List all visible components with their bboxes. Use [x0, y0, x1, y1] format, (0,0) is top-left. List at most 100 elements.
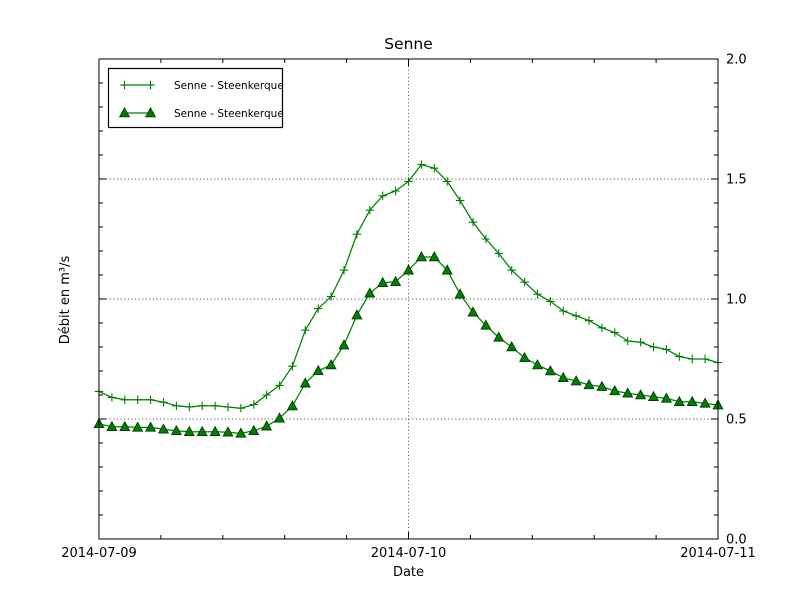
legend-label: Senne - Steenkerque	[174, 108, 284, 120]
triangle-marker	[145, 421, 157, 432]
plus-marker	[481, 234, 491, 244]
x-tick-label: 2014-07-11	[680, 546, 756, 561]
triangle-marker	[583, 378, 595, 390]
plus-marker	[443, 177, 452, 186]
plus-marker	[571, 311, 581, 320]
plus-marker	[223, 402, 233, 412]
triangle-marker	[261, 420, 273, 431]
plus-marker	[172, 401, 181, 410]
triangle-marker	[157, 423, 170, 434]
triangle-marker	[519, 351, 531, 363]
plus-marker	[339, 266, 349, 275]
triangle-marker	[699, 397, 711, 408]
triangle-marker	[119, 420, 131, 431]
triangle-marker	[273, 412, 286, 423]
triangle-marker	[454, 288, 466, 299]
triangle-marker	[415, 251, 427, 262]
triangle-marker	[467, 306, 479, 317]
triangle-marker	[106, 420, 118, 431]
triangle-marker	[596, 380, 608, 391]
plus-marker	[533, 290, 542, 299]
plus-marker	[675, 352, 684, 361]
plus-marker	[275, 381, 284, 390]
plus-marker	[378, 191, 387, 200]
plus-marker	[210, 401, 220, 410]
legend-label: Senne - Steenkerque	[174, 80, 284, 92]
x-tick-label: 2014-07-09	[61, 546, 137, 561]
triangle-marker	[480, 319, 492, 330]
triangle-marker	[441, 264, 453, 275]
plus-marker	[430, 164, 439, 173]
plus-marker	[391, 186, 400, 196]
plus-marker	[404, 177, 413, 186]
x-axis-label: Date	[393, 565, 424, 580]
plus-marker	[507, 266, 516, 275]
x-tick-label: 2014-07-10	[371, 546, 447, 561]
triangle-marker	[170, 424, 182, 436]
triangle-marker	[686, 395, 698, 406]
plus-marker	[468, 218, 478, 227]
plus-marker	[662, 345, 671, 354]
plus-marker	[636, 338, 645, 347]
plus-marker	[559, 306, 568, 316]
y-tick-label: 1.5	[726, 173, 747, 188]
triangle-marker	[338, 339, 350, 350]
y-tick-label: 1.0	[726, 293, 747, 308]
plus-marker	[584, 316, 594, 325]
plus-marker	[700, 354, 710, 364]
triangle-marker	[402, 264, 415, 275]
plus-marker	[546, 297, 555, 306]
triangle-marker	[364, 287, 376, 298]
triangle-marker	[570, 375, 582, 386]
plus-marker	[120, 395, 129, 404]
triangle-marker	[312, 364, 324, 376]
legend-triangle-marker	[144, 107, 157, 118]
y-tick-label: 0.0	[726, 533, 747, 548]
plus-marker	[597, 323, 607, 332]
triangle-marker	[248, 424, 260, 436]
plus-marker	[146, 395, 155, 404]
plus-marker	[107, 393, 117, 402]
y-tick-label: 0.5	[726, 413, 747, 428]
triangle-marker	[493, 331, 505, 342]
triangle-marker	[390, 275, 402, 286]
plus-marker	[455, 196, 465, 205]
triangle-marker	[647, 390, 660, 401]
plus-marker	[494, 249, 503, 258]
plus-marker	[133, 395, 142, 404]
legend-triangle-marker	[118, 107, 131, 118]
triangle-marker	[351, 309, 363, 320]
legend-box	[107, 67, 284, 129]
plus-marker	[610, 328, 619, 337]
plus-marker	[159, 398, 168, 407]
triangle-marker	[183, 425, 195, 436]
plus-marker	[365, 206, 374, 215]
plus-marker	[198, 401, 207, 410]
plot-area: 2014-07-09 2014-07-10 2014-07-110.0 0.5 1.0 1…	[61, 53, 756, 562]
plus-marker	[236, 404, 246, 413]
triangle-marker	[132, 421, 144, 432]
triangle-marker	[325, 359, 337, 370]
plus-marker	[262, 390, 271, 400]
triangle-marker	[531, 359, 544, 370]
y-axis-label: Débit en m³/s	[58, 256, 73, 345]
triangle-marker	[622, 387, 634, 398]
plus-marker	[185, 402, 194, 412]
chart-title: Senne	[384, 35, 433, 53]
plus-marker	[623, 336, 632, 346]
triangle-marker	[222, 426, 234, 437]
plus-marker	[249, 400, 258, 409]
plus-marker	[314, 304, 323, 313]
plus-marker	[326, 292, 336, 301]
legend-plus-marker	[146, 80, 155, 90]
plus-marker	[417, 160, 426, 169]
plus-marker	[301, 326, 310, 335]
triangle-marker	[506, 341, 518, 352]
triangle-marker	[635, 389, 647, 400]
legend-plus-marker	[120, 80, 129, 90]
triangle-marker	[235, 427, 247, 438]
plus-marker	[288, 362, 297, 371]
triangle-marker	[673, 395, 685, 406]
